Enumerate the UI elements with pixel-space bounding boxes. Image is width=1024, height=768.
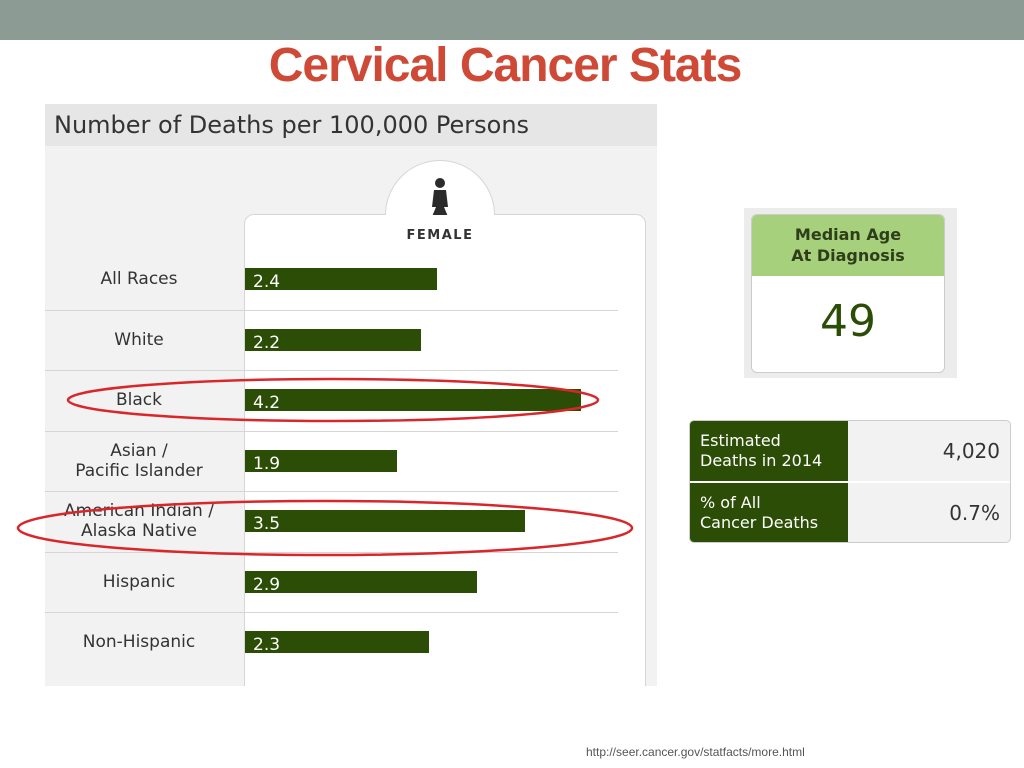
stats-table: Estimated Deaths in 2014 4,020 % of All … bbox=[689, 420, 1011, 543]
bar bbox=[245, 268, 437, 290]
stats-label-line2: Deaths in 2014 bbox=[700, 451, 823, 470]
stats-label-line1: % of All bbox=[700, 493, 761, 512]
row-separator bbox=[45, 431, 618, 432]
row-separator bbox=[45, 552, 618, 553]
chart-panel: Number of Deaths per 100,000 Persons FEM… bbox=[45, 104, 657, 686]
stats-label-line2: Cancer Deaths bbox=[700, 513, 819, 532]
median-age-value: 49 bbox=[820, 296, 876, 347]
category-label: Asian / Pacific Islander bbox=[75, 441, 203, 481]
bar-value-label: 2.3 bbox=[253, 635, 281, 655]
stats-row: Estimated Deaths in 2014 4,020 bbox=[690, 421, 1010, 481]
category-label: Black bbox=[116, 390, 162, 410]
category-label: All Races bbox=[100, 269, 178, 289]
median-age-heading-line1: Median Age bbox=[794, 225, 902, 244]
stats-value: 4,020 bbox=[942, 439, 1000, 463]
female-tab-mask bbox=[385, 215, 495, 275]
stats-divider bbox=[690, 481, 1010, 483]
stats-label: Estimated Deaths in 2014 bbox=[690, 421, 848, 481]
bar bbox=[245, 329, 421, 351]
category-label: Hispanic bbox=[102, 572, 176, 592]
female-label: FEMALE bbox=[406, 228, 474, 243]
row-separator bbox=[45, 491, 618, 492]
slide-title: Cervical Cancer Stats bbox=[268, 39, 743, 92]
median-age-card: Median Age At Diagnosis 49 bbox=[751, 214, 945, 373]
bar bbox=[245, 510, 525, 532]
bar-value-label: 2.4 bbox=[253, 272, 281, 292]
bar-value-label: 1.9 bbox=[253, 454, 281, 474]
category-label: Non-Hispanic bbox=[82, 632, 196, 652]
stats-row: % of All Cancer Deaths 0.7% bbox=[690, 483, 1010, 542]
median-age-heading-line2: At Diagnosis bbox=[791, 246, 905, 265]
category-label: White bbox=[114, 330, 164, 350]
bar bbox=[245, 450, 397, 472]
bar bbox=[245, 631, 429, 653]
stats-value: 0.7% bbox=[949, 501, 1000, 525]
bar-value-label: 2.2 bbox=[253, 333, 281, 353]
row-separator bbox=[45, 310, 618, 311]
bar bbox=[245, 389, 581, 411]
median-age-widget: Median Age At Diagnosis 49 bbox=[744, 208, 957, 378]
stats-label: % of All Cancer Deaths bbox=[690, 483, 848, 542]
top-band bbox=[0, 0, 1024, 40]
bar-value-label: 4.2 bbox=[253, 393, 281, 413]
category-label: American Indian / Alaska Native bbox=[64, 501, 214, 541]
bar bbox=[245, 571, 477, 593]
bar-value-label: 3.5 bbox=[253, 514, 281, 534]
median-age-heading: Median Age At Diagnosis bbox=[752, 215, 944, 276]
stats-label-line1: Estimated bbox=[700, 431, 781, 450]
chart-title: Number of Deaths per 100,000 Persons bbox=[45, 104, 657, 146]
row-separator bbox=[45, 612, 618, 613]
row-separator bbox=[45, 370, 618, 371]
source-link[interactable]: http://seer.cancer.gov/statfacts/more.ht… bbox=[586, 745, 805, 759]
bar-value-label: 2.9 bbox=[253, 575, 281, 595]
